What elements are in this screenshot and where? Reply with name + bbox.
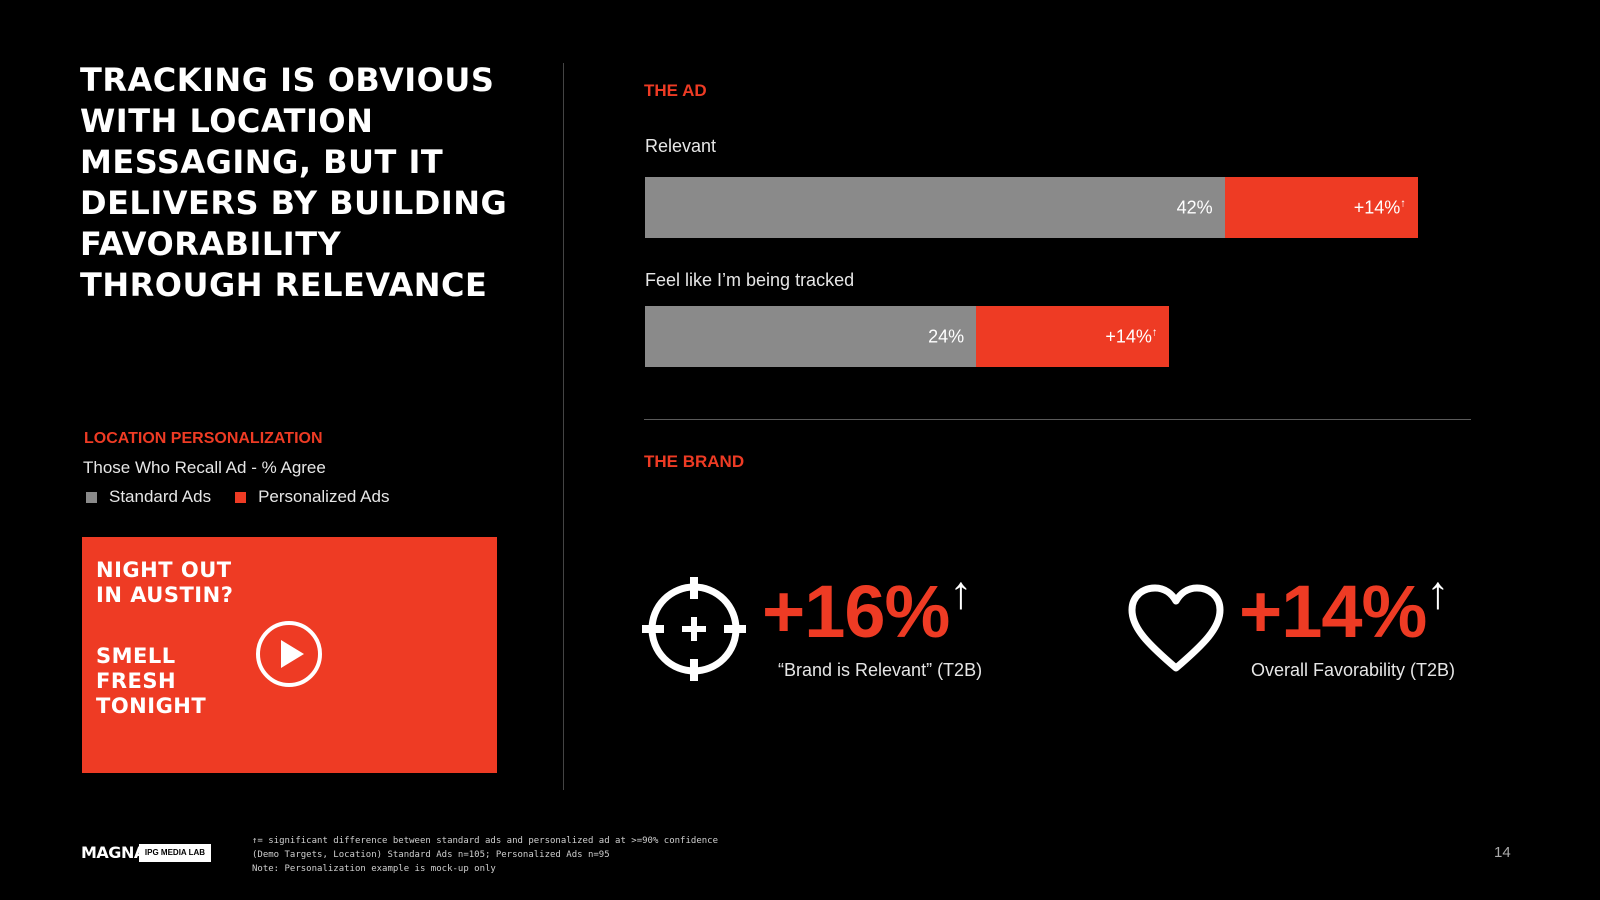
significance-arrow-icon: ↑ <box>1151 326 1158 338</box>
footnote: ↑= significant difference between standa… <box>252 836 718 846</box>
stat-value: +16%↑ <box>762 566 972 654</box>
standard-swatch <box>86 491 97 503</box>
ad-line: TONIGHT <box>96 694 207 718</box>
footnote: (Demo Targets, Location) Standard Ads n=… <box>252 850 610 860</box>
legend: Standard Ads Personalized Ads <box>86 487 413 507</box>
stat-value: +14%↑ <box>1239 566 1449 654</box>
stacked-bar: 42% +14%↑ <box>645 177 1418 238</box>
ad-headline: NIGHT OUT IN AUSTIN? <box>96 558 233 608</box>
bar-category-label: Feel like I’m being tracked <box>645 270 855 290</box>
bar-category-label: Relevant <box>645 136 717 156</box>
ad-tagline: SMELL FRESH TONIGHT <box>96 644 206 719</box>
page-number: 14 <box>1494 844 1511 861</box>
stat-number: +16% <box>762 570 950 653</box>
ad-line: FRESH <box>96 669 177 693</box>
section-label-brand: THE BRAND <box>644 452 745 471</box>
stat-caption: Overall Favorability (T2B) <box>1251 660 1456 680</box>
target-icon <box>642 577 746 681</box>
legend-item-standard: Standard Ads <box>86 487 211 507</box>
stacked-bar: 24% +14%↑ <box>645 306 1170 367</box>
title-line: MESSAGING, BUT IT <box>80 143 444 181</box>
ad-line: IN AUSTIN? <box>96 583 234 607</box>
data-label: 42% <box>1176 197 1213 217</box>
arrow-up-icon: ↑ <box>1426 566 1449 618</box>
bar-segment-standard: 42% <box>645 177 1225 238</box>
title-line: FAVORABILITY <box>80 225 342 263</box>
data-label: +14%↑ <box>1353 197 1406 217</box>
legend-title: LOCATION PERSONALIZATION <box>84 430 323 447</box>
bar-segment-personalized: +14%↑ <box>976 306 1170 367</box>
data-label: +14%↑ <box>1105 326 1158 346</box>
bar-segment-standard: 24% <box>645 306 977 367</box>
footnotes: ↑= significant difference between standa… <box>252 834 718 876</box>
ipg-media-lab-badge: IPG MEDIA LAB <box>139 844 211 862</box>
heart-icon <box>1128 584 1224 672</box>
vertical-divider <box>563 63 564 790</box>
stat-caption: “Brand is Relevant” (T2B) <box>778 660 983 680</box>
title-line: WITH LOCATION <box>80 102 374 140</box>
stat-number: +14% <box>1239 570 1427 653</box>
legend-subtitle: Those Who Recall Ad - % Agree <box>83 458 326 477</box>
data-label: 24% <box>928 326 965 346</box>
ad-line: NIGHT OUT <box>96 558 232 582</box>
ad-line: SMELL <box>96 644 176 668</box>
legend-standard-label: Standard Ads <box>109 487 212 506</box>
footnote: Note: Personalization example is mock-up… <box>252 864 496 874</box>
ad-mockup: NIGHT OUT IN AUSTIN? SMELL FRESH TONIGHT <box>82 537 497 773</box>
arrow-up-icon: ↑ <box>949 566 972 618</box>
title-line: THROUGH RELEVANCE <box>80 266 488 304</box>
magna-logo: MAGNA <box>81 843 146 862</box>
section-divider <box>644 419 1471 420</box>
play-icon[interactable] <box>255 620 323 688</box>
title-line: TRACKING IS OBVIOUS <box>80 61 495 99</box>
personalized-swatch <box>235 491 247 503</box>
significance-arrow-icon: ↑ <box>1400 197 1406 209</box>
bar-segment-personalized: +14%↑ <box>1224 177 1418 238</box>
page-title: TRACKING IS OBVIOUS WITH LOCATION MESSAG… <box>80 60 540 306</box>
legend-item-personalized: Personalized Ads <box>235 487 389 507</box>
section-label-ad: THE AD <box>644 81 707 100</box>
title-line: DELIVERS BY BUILDING <box>80 184 508 222</box>
legend-personalized-label: Personalized Ads <box>258 487 390 506</box>
